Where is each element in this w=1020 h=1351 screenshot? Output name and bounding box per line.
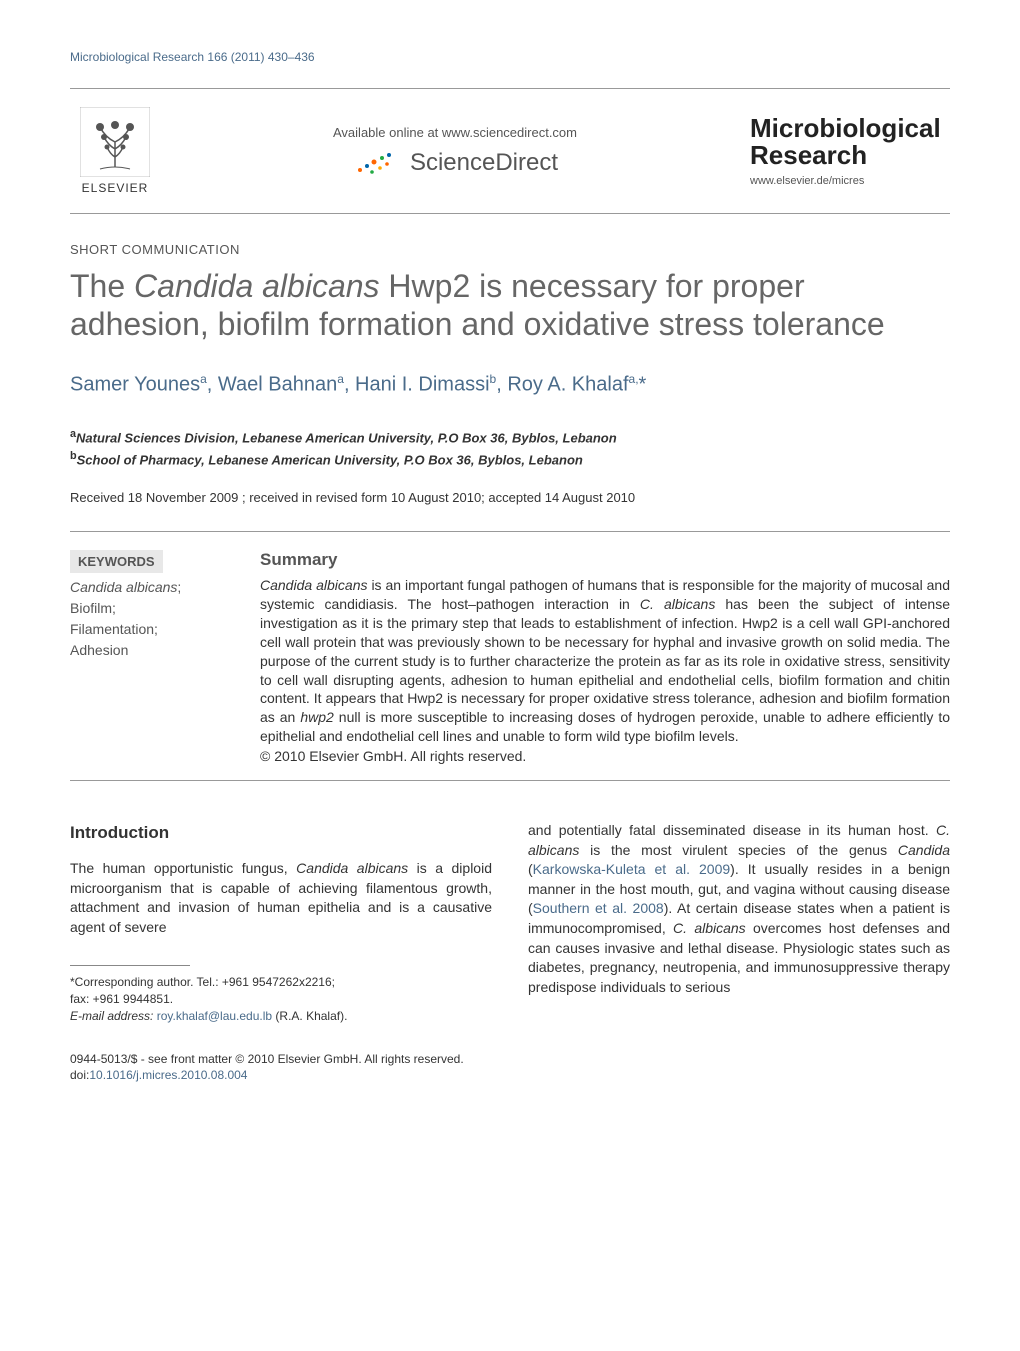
keywords-column: KEYWORDS Candida albicans;Biofilm;Filame… (70, 550, 260, 764)
summary-text: Candida albicans is an important fungal … (260, 576, 950, 746)
keywords-list: Candida albicans;Biofilm;Filamentation;A… (70, 577, 240, 661)
intro-paragraph-2: and potentially fatal disseminated disea… (528, 821, 950, 997)
article-dates: Received 18 November 2009 ; received in … (70, 490, 950, 505)
corr-line2: fax: +961 9944851. (70, 991, 492, 1008)
summary-copyright: © 2010 Elsevier GmbH. All rights reserve… (260, 748, 950, 764)
journal-title-block: Microbiological Research www.elsevier.de… (750, 115, 950, 188)
sciencedirect-block: Available online at www.sciencedirect.co… (160, 125, 750, 178)
journal-title-line1: Microbiological (750, 113, 941, 143)
doi-label: doi: (70, 1068, 89, 1082)
email-label: E-mail address: (70, 1009, 153, 1023)
corr-line1: *Corresponding author. Tel.: +961 954726… (70, 974, 492, 991)
corresponding-author-block: *Corresponding author. Tel.: +961 954726… (70, 974, 492, 1024)
keywords-heading: KEYWORDS (70, 550, 163, 573)
elsevier-tree-icon (80, 107, 150, 177)
corresponding-divider (70, 965, 190, 966)
introduction-heading: Introduction (70, 821, 492, 845)
title-pre: The (70, 268, 134, 304)
running-header: Microbiological Research 166 (2011) 430–… (70, 50, 950, 64)
article-type: SHORT COMMUNICATION (70, 242, 950, 257)
article-title: The Candida albicans Hwp2 is necessary f… (70, 267, 950, 344)
title-species: Candida albicans (134, 268, 380, 304)
elsevier-logo-block: ELSEVIER (70, 107, 160, 195)
summary-column: Summary Candida albicans is an important… (260, 550, 950, 764)
journal-header: ELSEVIER Available online at www.science… (70, 88, 950, 214)
sciencedirect-icon (352, 148, 402, 178)
corr-email[interactable]: roy.khalaf@lau.edu.lb (157, 1009, 272, 1023)
journal-title-line2: Research (750, 140, 867, 170)
body-column-left: Introduction The human opportunistic fun… (70, 821, 492, 1025)
affiliations: aNatural Sciences Division, Lebanese Ame… (70, 426, 950, 470)
corr-email-suffix: (R.A. Khalaf). (272, 1009, 347, 1023)
intro-paragraph-1: The human opportunistic fungus, Candida … (70, 859, 492, 937)
authors-list: Samer Younesa, Wael Bahnana, Hani I. Dim… (70, 372, 950, 397)
journal-url: www.elsevier.de/micres (750, 175, 950, 187)
sciencedirect-text: ScienceDirect (410, 149, 558, 177)
summary-heading: Summary (260, 550, 950, 570)
body-columns: Introduction The human opportunistic fun… (70, 821, 950, 1025)
page-footer: 0944-5013/$ - see front matter © 2010 El… (70, 1051, 950, 1085)
available-online-text: Available online at www.sciencedirect.co… (333, 125, 577, 140)
doi-link[interactable]: 10.1016/j.micres.2010.08.004 (89, 1068, 247, 1082)
body-column-right: and potentially fatal disseminated disea… (528, 821, 950, 1025)
elsevier-label: ELSEVIER (82, 181, 149, 195)
keywords-summary-box: KEYWORDS Candida albicans;Biofilm;Filame… (70, 531, 950, 781)
footer-copyright: 0944-5013/$ - see front matter © 2010 El… (70, 1051, 950, 1068)
